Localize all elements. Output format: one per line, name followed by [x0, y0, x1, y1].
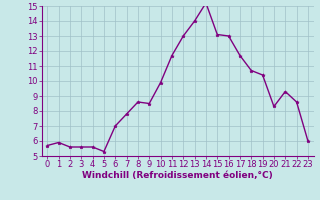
X-axis label: Windchill (Refroidissement éolien,°C): Windchill (Refroidissement éolien,°C): [82, 171, 273, 180]
